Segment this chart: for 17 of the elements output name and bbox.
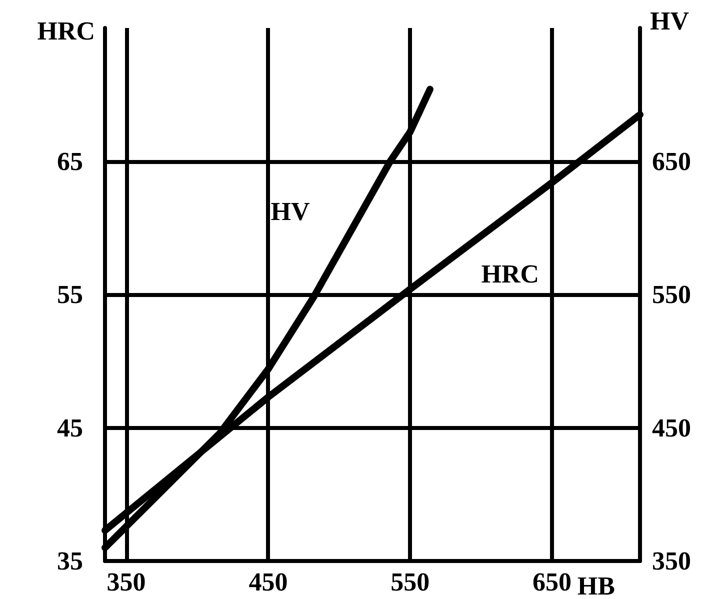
y2-axis-title: HV	[650, 6, 690, 36]
y-tick-label: 65	[57, 146, 83, 176]
x-tick-label: 350	[106, 568, 146, 596]
x-tick-label: 550	[390, 568, 430, 596]
y2-tick-label: 450	[652, 413, 691, 442]
y-axis-title: HRC	[37, 16, 95, 46]
x-tick-label: 650	[532, 568, 572, 596]
y2-tick-label: 550	[652, 280, 691, 309]
series-label: HRC	[481, 260, 539, 289]
y-tick-label: 45	[57, 413, 83, 442]
x-tick-label: 450	[248, 568, 288, 596]
y2-tick-label: 650	[652, 146, 691, 176]
x-axis-title: HB	[577, 572, 615, 599]
y-tick-label: 35	[57, 546, 83, 576]
series-label: HV	[270, 196, 310, 226]
y2-tick-label: 350	[652, 546, 691, 576]
y-tick-label: 55	[57, 280, 83, 309]
